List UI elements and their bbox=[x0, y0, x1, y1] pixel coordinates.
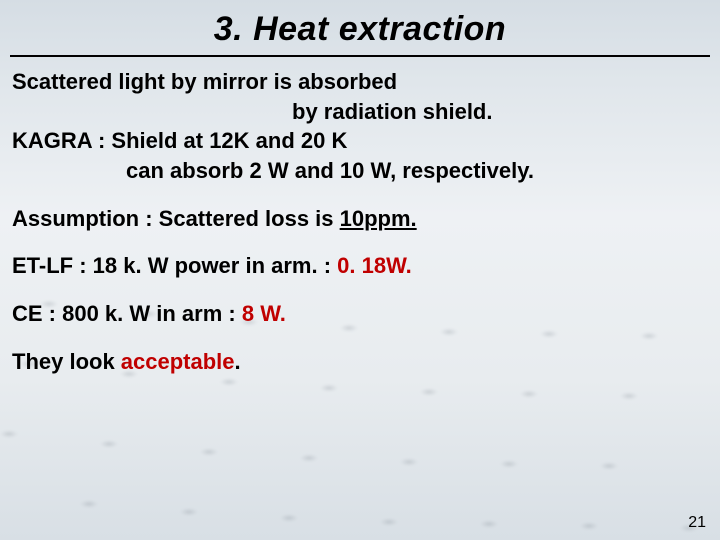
p1-line3: KAGRA : Shield at 12K and 20 K bbox=[12, 128, 347, 153]
p4-val: 8 W. bbox=[242, 301, 286, 326]
p2-pre: Assumption : Scattered loss is bbox=[12, 206, 340, 231]
p4-pre: CE : 800 k. W in arm : bbox=[12, 301, 242, 326]
p1-line2: by radiation shield. bbox=[12, 97, 708, 127]
paragraph-4: CE : 800 k. W in arm : 8 W. bbox=[8, 299, 712, 329]
paragraph-5: They look acceptable. bbox=[8, 347, 712, 377]
p5-post: . bbox=[235, 349, 241, 374]
p1-line1: Scattered light by mirror is absorbed bbox=[12, 69, 397, 94]
page-number: 21 bbox=[688, 514, 706, 532]
p1-line4: can absorb 2 W and 10 W, respectively. bbox=[12, 156, 708, 186]
paragraph-1: Scattered light by mirror is absorbed by… bbox=[8, 67, 712, 186]
paragraph-2: Assumption : Scattered loss is 10ppm. bbox=[8, 204, 712, 234]
p5-pre: They look bbox=[12, 349, 121, 374]
p3-pre: ET-LF : 18 k. W power in arm. : bbox=[12, 253, 337, 278]
p2-val: 10ppm. bbox=[340, 206, 417, 231]
p3-val: 0. 18W. bbox=[337, 253, 412, 278]
paragraph-3: ET-LF : 18 k. W power in arm. : 0. 18W. bbox=[8, 251, 712, 281]
slide-content: 3. Heat extraction Scattered light by mi… bbox=[0, 0, 720, 540]
p5-val: acceptable bbox=[121, 349, 235, 374]
slide-title: 3. Heat extraction bbox=[10, 0, 710, 57]
